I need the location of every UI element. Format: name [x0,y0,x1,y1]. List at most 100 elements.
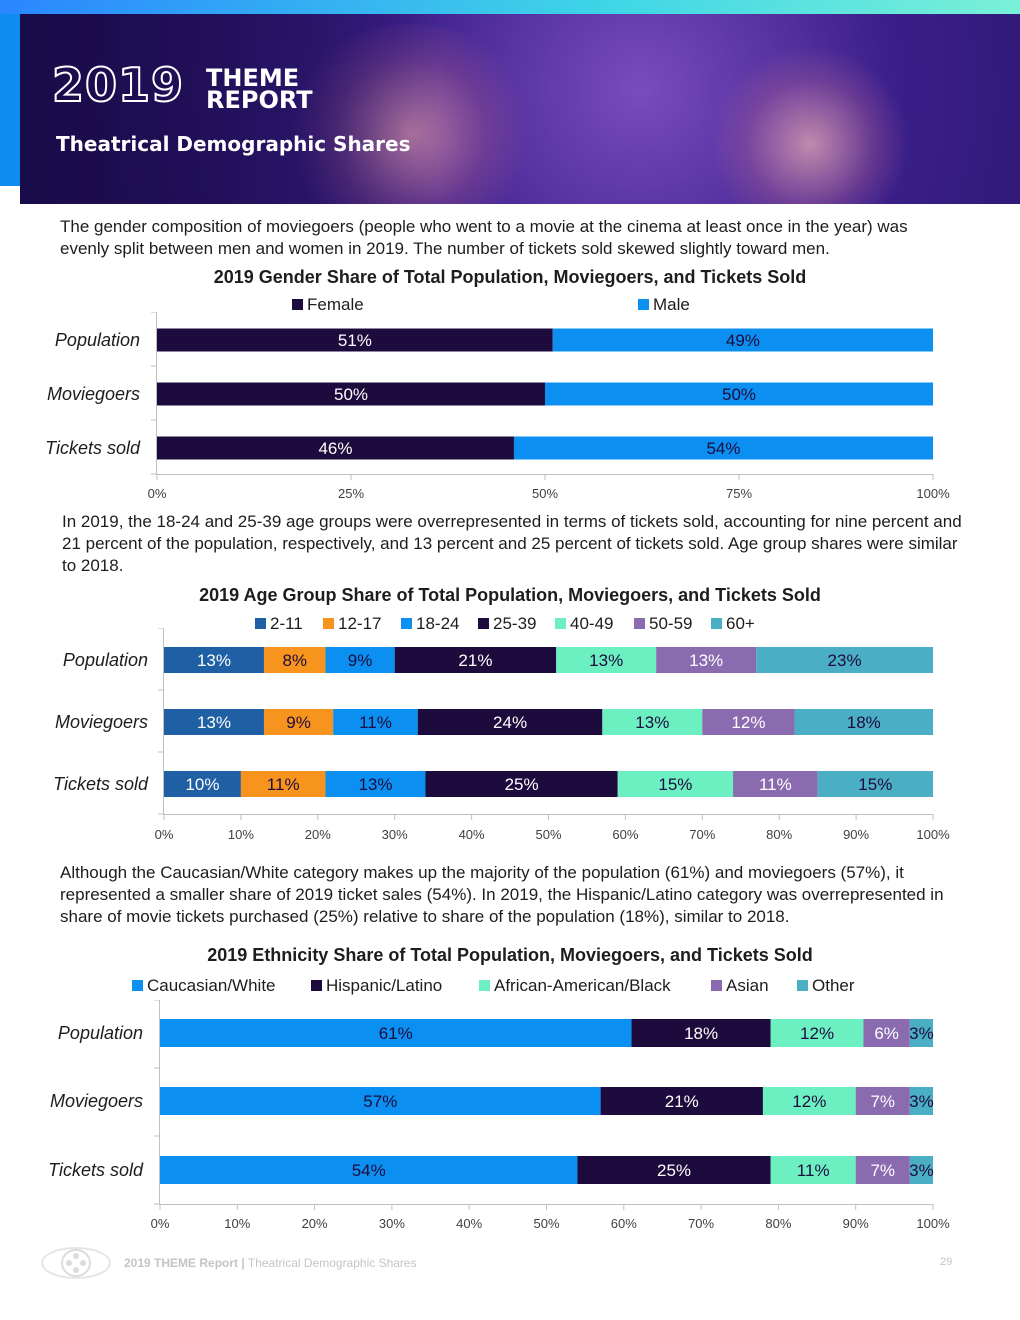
legend-item-50-59: 50-59 [634,613,692,635]
data-label: 11% [759,775,792,794]
x-tick-label: 90% [843,1216,869,1231]
ethnicity-legend: Caucasian/White Hispanic/Latino African-… [0,975,1020,997]
bar-segment [909,1019,933,1047]
x-tick-label: 0% [151,1216,170,1231]
x-tick-label: 30% [382,827,408,842]
bar-segment [157,328,553,352]
x-tick-label: 100% [916,486,950,501]
legend-swatch [479,980,490,991]
hero-overlay [20,14,440,204]
data-label: 11% [267,775,300,794]
legend-swatch [323,618,334,629]
report-title-word1: THEME [206,64,300,92]
gender-chart-title: 2019 Gender Share of Total Population, M… [213,267,807,287]
x-tick-label: 100% [916,1216,950,1231]
data-label: 3% [909,1161,934,1180]
data-label: 25% [657,1161,691,1180]
data-label: 10% [185,775,219,794]
bar-segment [702,709,795,735]
bar-segment [817,771,933,797]
x-tick-label: 10% [228,827,254,842]
legend-label: 40-49 [570,614,614,633]
bar-segment [417,709,603,735]
x-tick-label: 0% [155,827,174,842]
x-tick-label: 50% [535,827,561,842]
legend-swatch [555,618,566,629]
bar-segment [733,771,818,797]
x-tick-label: 75% [726,486,752,501]
bar-segment [263,709,334,735]
legend-swatch [132,980,143,991]
legend-item-12-17: 12-17 [323,613,381,635]
header-left-bar [0,14,20,186]
data-label: 9% [286,713,311,732]
bar-segment [577,1156,771,1184]
legend-label: Female [307,295,364,314]
legend-label: Male [653,295,690,314]
legend-swatch [634,618,645,629]
data-label: 13% [358,775,392,794]
bar-segment [394,647,557,673]
x-tick-label: 20% [305,827,331,842]
ethnicity-paragraph: Although the Caucasian/White category ma… [60,863,944,926]
x-tick-label: 40% [459,827,485,842]
data-label: 49% [726,331,760,350]
bar-segment [631,1019,771,1047]
gender-chart: 0% 25% 50% 75% 100% Population 51% 49% Moviegoer… [45,312,950,501]
data-label: 61% [379,1024,413,1043]
hero-photo-woman [710,44,910,204]
data-label: 15% [858,775,892,794]
bar-segment [756,647,933,673]
legend-item-40-49: 40-49 [555,613,613,635]
bar-segment [794,709,933,735]
x-tick-label: 20% [302,1216,328,1231]
data-label: 12% [731,713,765,732]
gender-legend: Female Male [0,294,1020,316]
x-tick-label: 80% [766,827,792,842]
bar-segment [770,1156,856,1184]
bar-segment [164,771,241,797]
data-label: 50% [722,385,756,404]
report-title-word2: REPORT [206,86,313,114]
bar-segment [656,647,757,673]
data-label: 11% [359,713,392,732]
legend-swatch [638,299,649,310]
legend-item-2-11: 2-11 [255,613,303,635]
legend-swatch [711,618,722,629]
category-label: Tickets sold [45,438,141,458]
bar-segment [425,771,618,797]
bar-segment [160,1087,601,1115]
footer-section: Theatrical Demographic Shares [247,1256,417,1270]
legend-label: 18-24 [416,614,460,633]
legend-item-african-american-black: African-American/Black [479,975,671,997]
report-title-logo: THEME REPORT [206,64,313,114]
footer-separator: | [241,1256,245,1270]
age-paragraph: In 2019, the 18-24 and 25-39 age groups … [62,512,962,575]
bar-segment [545,382,933,406]
data-label: 9% [348,651,373,670]
data-label: 13% [197,651,231,670]
header-accent-stripe [0,0,1020,14]
data-label: 3% [909,1024,934,1043]
data-label: 57% [363,1092,397,1111]
category-label: Population [58,1023,143,1043]
bar-segment [909,1156,933,1184]
data-label: 21% [665,1092,699,1111]
bar-segment [164,647,264,673]
data-label: 21% [458,651,492,670]
hero-banner [20,14,1020,204]
data-label: 7% [870,1092,895,1111]
data-label: 8% [282,651,307,670]
bar-segment [909,1087,933,1115]
data-label: 18% [847,713,881,732]
data-label: 50% [334,385,368,404]
x-tick-label: 0% [148,486,167,501]
x-tick-label: 50% [533,1216,559,1231]
legend-swatch [711,980,722,991]
bar-segment [157,436,514,460]
category-label: Moviegoers [47,384,140,404]
age-chart: 0% 10% 20% 30% 40% 50% 60% 70% 80% 90% 100% Populat… [53,628,950,842]
gender-paragraph: The gender composition of moviegoers (pe… [60,217,908,258]
data-label: 13% [689,651,723,670]
category-label: Population [63,650,148,670]
